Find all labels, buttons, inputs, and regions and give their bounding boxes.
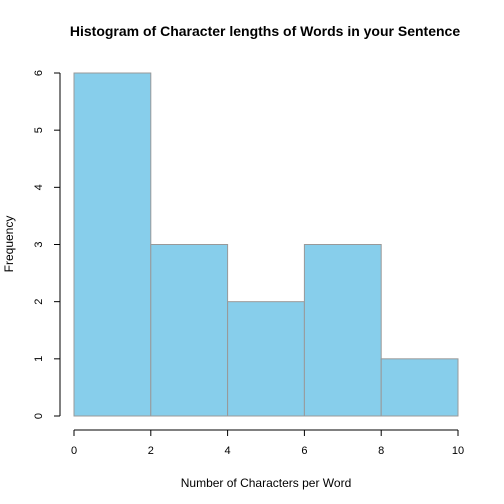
x-tick-label: 2 bbox=[148, 445, 154, 457]
histogram-bar-3 bbox=[227, 301, 305, 417]
histogram-bar-1 bbox=[73, 72, 152, 417]
bars-group bbox=[73, 72, 459, 417]
x-tick-label: 4 bbox=[225, 445, 231, 457]
y-tick-label: 6 bbox=[33, 70, 45, 76]
x-tick-label: 8 bbox=[378, 445, 384, 457]
chart-title: Histogram of Character lengths of Words … bbox=[70, 23, 460, 39]
y-tick-label: 2 bbox=[33, 299, 45, 305]
y-tick-label: 0 bbox=[33, 413, 45, 419]
y-tick-label: 1 bbox=[33, 356, 45, 362]
y-tick-label: 4 bbox=[33, 184, 45, 190]
histogram-bar-2 bbox=[150, 244, 229, 417]
x-tick-label: 10 bbox=[452, 445, 464, 457]
y-tick-label: 5 bbox=[33, 127, 45, 133]
x-tick-label: 0 bbox=[71, 445, 77, 457]
x-axis: 0 2 4 6 8 10 bbox=[71, 429, 464, 457]
y-axis-title: Frequency bbox=[2, 216, 16, 273]
x-axis-title: Number of Characters per Word bbox=[181, 476, 352, 490]
histogram-bar-4 bbox=[303, 244, 382, 417]
y-axis: 0 1 2 3 4 5 6 bbox=[33, 70, 61, 419]
histogram-bar-5 bbox=[380, 358, 459, 417]
x-tick-label: 6 bbox=[301, 445, 307, 457]
y-tick-label: 3 bbox=[33, 241, 45, 247]
